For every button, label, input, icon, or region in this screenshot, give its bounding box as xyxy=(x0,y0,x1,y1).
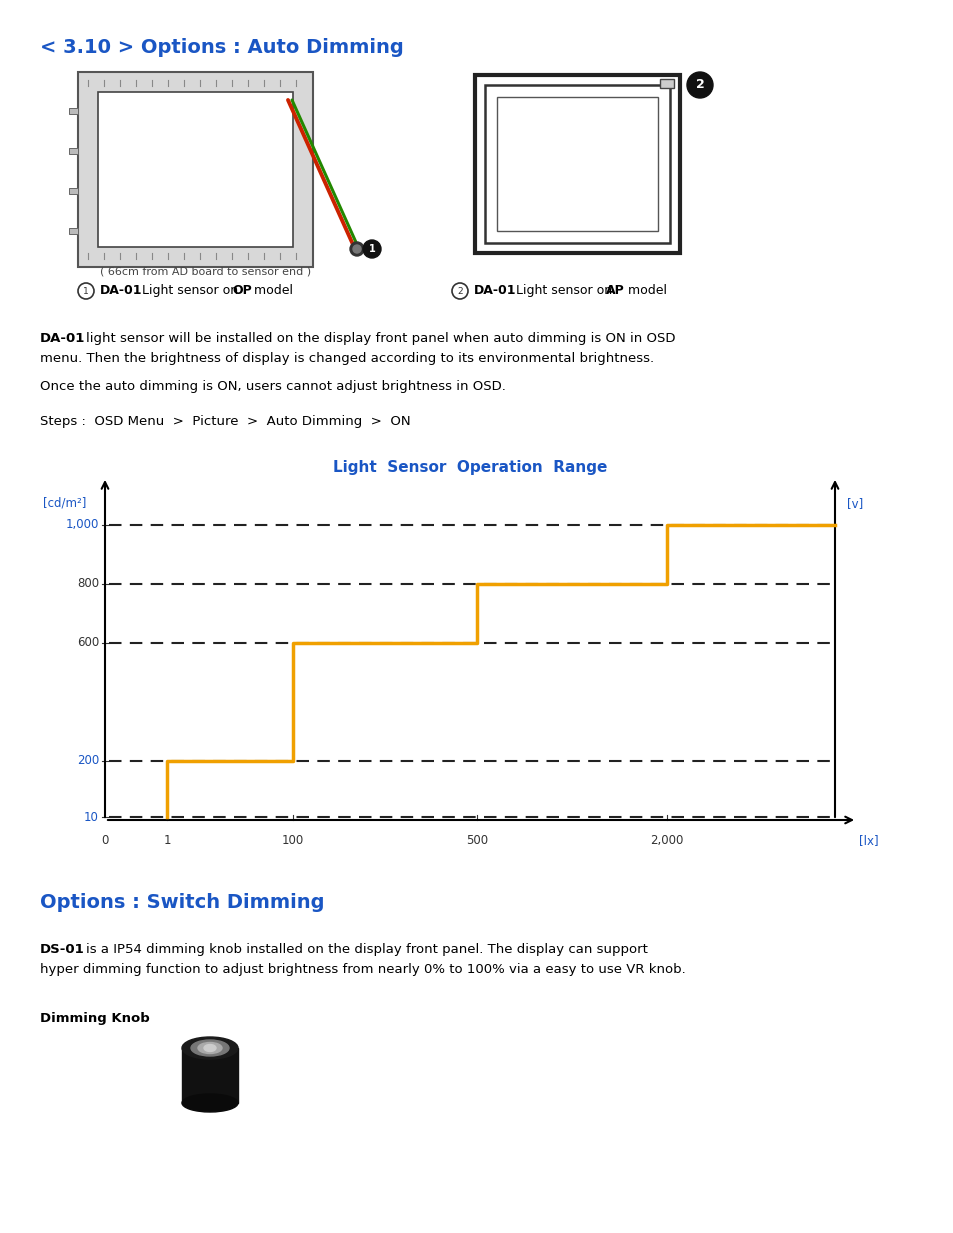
Text: 1: 1 xyxy=(163,834,171,847)
Bar xyxy=(69,187,78,194)
Text: 500: 500 xyxy=(465,834,488,847)
Circle shape xyxy=(363,240,380,258)
Text: Light sensor on: Light sensor on xyxy=(512,284,616,297)
Text: 2: 2 xyxy=(695,79,703,91)
Text: Dimming Knob: Dimming Knob xyxy=(40,1012,150,1025)
Bar xyxy=(484,85,669,243)
Text: light sensor will be installed on the display front panel when auto dimming is O: light sensor will be installed on the di… xyxy=(86,332,675,345)
Ellipse shape xyxy=(182,1094,237,1112)
Text: DA-01: DA-01 xyxy=(474,284,516,297)
Text: Steps :  OSD Menu  >  Picture  >  Auto Dimming  >  ON: Steps : OSD Menu > Picture > Auto Dimmin… xyxy=(40,416,410,428)
Ellipse shape xyxy=(191,1039,229,1055)
Ellipse shape xyxy=(198,1042,222,1053)
Bar xyxy=(69,109,78,113)
Text: ( 66cm from AD board to sensor end ): ( 66cm from AD board to sensor end ) xyxy=(100,268,311,277)
Text: 1: 1 xyxy=(83,286,89,296)
Circle shape xyxy=(686,72,712,97)
Text: model: model xyxy=(623,284,666,297)
Bar xyxy=(69,148,78,154)
Text: 2,000: 2,000 xyxy=(650,834,683,847)
Text: [cd/m²]: [cd/m²] xyxy=(43,497,87,510)
Text: 1,000: 1,000 xyxy=(66,518,99,531)
Text: Light  Sensor  Operation  Range: Light Sensor Operation Range xyxy=(333,460,606,475)
Text: Once the auto dimming is ON, users cannot adjust brightness in OSD.: Once the auto dimming is ON, users canno… xyxy=(40,380,505,393)
Circle shape xyxy=(353,245,360,253)
Text: DA-01: DA-01 xyxy=(40,332,85,345)
Text: model: model xyxy=(250,284,293,297)
Text: DA-01: DA-01 xyxy=(100,284,142,297)
Text: 100: 100 xyxy=(281,834,304,847)
Bar xyxy=(78,72,313,268)
Text: 10: 10 xyxy=(84,810,99,824)
Text: Light sensor on: Light sensor on xyxy=(138,284,242,297)
Text: [v]: [v] xyxy=(846,497,862,510)
Text: Options : Switch Dimming: Options : Switch Dimming xyxy=(40,893,324,912)
Bar xyxy=(69,228,78,234)
Text: hyper dimming function to adjust brightness from nearly 0% to 100% via a easy to: hyper dimming function to adjust brightn… xyxy=(40,963,685,977)
Text: 200: 200 xyxy=(76,755,99,767)
Text: < 3.10 > Options : Auto Dimming: < 3.10 > Options : Auto Dimming xyxy=(40,38,403,57)
Text: 0: 0 xyxy=(101,834,109,847)
Circle shape xyxy=(350,242,364,256)
Text: 1: 1 xyxy=(368,244,375,254)
Text: [lx]: [lx] xyxy=(858,834,878,847)
Text: AP: AP xyxy=(605,284,624,297)
Text: OP: OP xyxy=(232,284,252,297)
Bar xyxy=(497,97,658,231)
Bar xyxy=(475,75,679,253)
Bar xyxy=(98,92,293,247)
Circle shape xyxy=(452,284,468,298)
Ellipse shape xyxy=(204,1044,215,1052)
Ellipse shape xyxy=(182,1037,237,1059)
Text: DS-01: DS-01 xyxy=(40,943,85,956)
Text: 800: 800 xyxy=(77,577,99,591)
Text: is a IP54 dimming knob installed on the display front panel. The display can sup: is a IP54 dimming knob installed on the … xyxy=(86,943,647,956)
Bar xyxy=(182,1048,237,1104)
Bar xyxy=(659,79,673,88)
Text: 2: 2 xyxy=(456,286,462,296)
Text: menu. Then the brightness of display is changed according to its environmental b: menu. Then the brightness of display is … xyxy=(40,351,654,365)
Circle shape xyxy=(78,284,94,298)
Text: 600: 600 xyxy=(76,636,99,650)
